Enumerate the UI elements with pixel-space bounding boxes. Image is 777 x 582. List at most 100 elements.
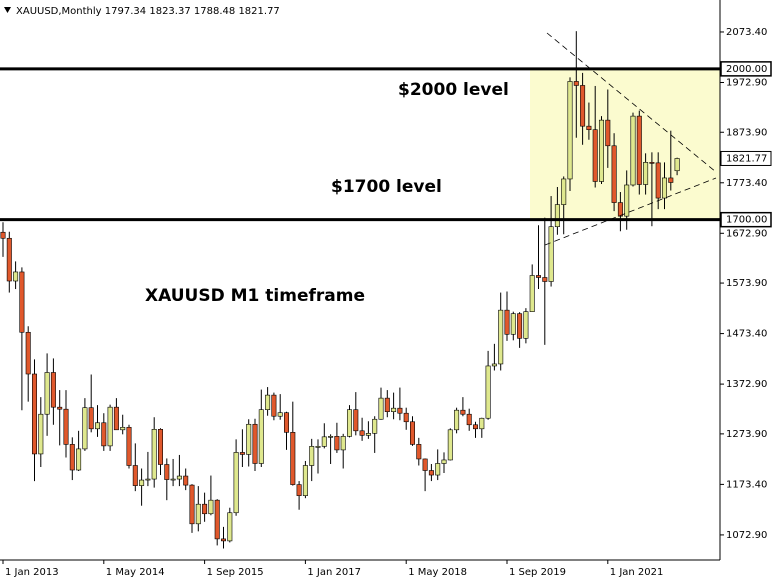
candle-body	[517, 313, 523, 339]
axis-layer: 2073.40 1972.90 1873.90 1773.40 1672.90 1573.…	[2, 27, 767, 578]
y-tick-label: 1072.90	[726, 530, 767, 541]
candle-body	[435, 463, 441, 476]
y-tick-label: 1173.40	[726, 479, 767, 490]
candle-body	[416, 444, 422, 460]
candle-body	[328, 436, 334, 438]
trend-line	[544, 177, 717, 246]
candle-body	[548, 226, 554, 282]
candle-body	[315, 446, 321, 448]
candle-body	[252, 423, 258, 464]
candle-body	[151, 428, 157, 480]
candle-body	[372, 418, 378, 434]
candle-body	[258, 409, 264, 464]
candle-body	[359, 430, 365, 436]
candle-body	[460, 409, 466, 415]
y-tick-label: 1873.90	[726, 127, 767, 138]
x-tick-label: 1 Sep 2015	[207, 567, 264, 578]
candle-body	[479, 417, 485, 430]
candle-body	[277, 412, 283, 417]
candle-body	[158, 428, 164, 465]
y-tick-label: 1773.40	[726, 178, 767, 189]
candle-body	[535, 275, 541, 278]
candle-body	[403, 412, 409, 423]
x-tick-label: 1 May 2014	[106, 567, 165, 578]
candle-body	[239, 452, 245, 455]
candle-body	[283, 412, 289, 433]
candle-body	[126, 426, 132, 466]
candle-body	[391, 407, 397, 413]
level-label-box	[720, 61, 772, 77]
annotation: XAUUSD M1 timeframe	[145, 286, 365, 306]
candle-body	[227, 512, 233, 542]
candle-body	[145, 478, 151, 481]
candle-body	[485, 365, 491, 419]
candle-body	[183, 475, 189, 486]
candle-body	[504, 309, 510, 335]
candle-body	[643, 162, 649, 185]
candle-body	[592, 129, 598, 182]
candle-body	[365, 433, 371, 436]
y-tick-label: 1473.40	[726, 329, 767, 340]
level-label: 1700.00	[726, 215, 767, 226]
candle-body	[466, 413, 472, 426]
candle-body	[630, 115, 636, 186]
triangle-lines	[544, 32, 717, 246]
y-tick-label: 1972.90	[726, 77, 767, 88]
candle-body	[25, 331, 31, 375]
candle-body	[31, 373, 37, 455]
candle-body	[265, 394, 271, 410]
level-label-box	[720, 211, 772, 228]
candle-body	[290, 432, 296, 485]
open: 1797.34	[105, 6, 146, 17]
candle-body	[586, 125, 592, 130]
candle-body	[655, 162, 661, 199]
candle-body	[0, 231, 6, 239]
price-label: 1821.77	[726, 153, 767, 164]
level-layer: 2000.00 1700.00 1821.77	[0, 61, 772, 228]
candle-body	[472, 424, 478, 430]
x-tick-label: 1 Jan 2013	[5, 567, 59, 578]
candle-body	[6, 237, 12, 282]
candle-body	[422, 458, 428, 471]
candle-body	[246, 423, 252, 455]
candle-body	[409, 421, 415, 445]
candle-body	[542, 277, 548, 282]
candle-body	[195, 503, 201, 525]
annotation: $2000 level	[398, 80, 509, 100]
candle-body	[202, 503, 208, 515]
candle-body	[561, 178, 567, 205]
x-tick-label: 1 Jan 2017	[307, 567, 361, 578]
x-tick-label: 1 Jan 2021	[610, 567, 664, 578]
candle-body	[189, 484, 195, 525]
candle-body	[69, 444, 75, 471]
candle-body	[384, 397, 390, 413]
candle-body	[302, 465, 308, 496]
annotation: $1700 level	[331, 177, 442, 197]
candle-body	[605, 119, 611, 147]
candle-layer	[0, 31, 680, 549]
y-tick-label: 1573.90	[726, 278, 767, 289]
candle-body	[271, 394, 277, 417]
candle-body	[491, 363, 497, 367]
candle-body	[674, 158, 680, 172]
price-label-box	[720, 150, 772, 166]
candle-body	[57, 406, 63, 410]
candle-body	[95, 422, 101, 430]
candle-body	[554, 204, 560, 228]
candle-body	[120, 426, 126, 431]
candle-body	[353, 409, 359, 432]
close: 1821.77	[238, 6, 279, 17]
candle-body	[19, 271, 25, 333]
candle-body	[580, 85, 586, 127]
candle-body	[346, 409, 352, 437]
candle-body	[529, 275, 535, 312]
candle-body	[567, 81, 573, 180]
candle-body	[340, 436, 346, 451]
candle-body	[164, 464, 170, 480]
y-tick-label: 1672.90	[726, 228, 767, 239]
candle-body	[428, 470, 434, 476]
candle-body	[170, 478, 176, 481]
candle-body	[132, 465, 138, 486]
candle-body	[668, 177, 674, 183]
low: 1788.48	[194, 6, 235, 17]
